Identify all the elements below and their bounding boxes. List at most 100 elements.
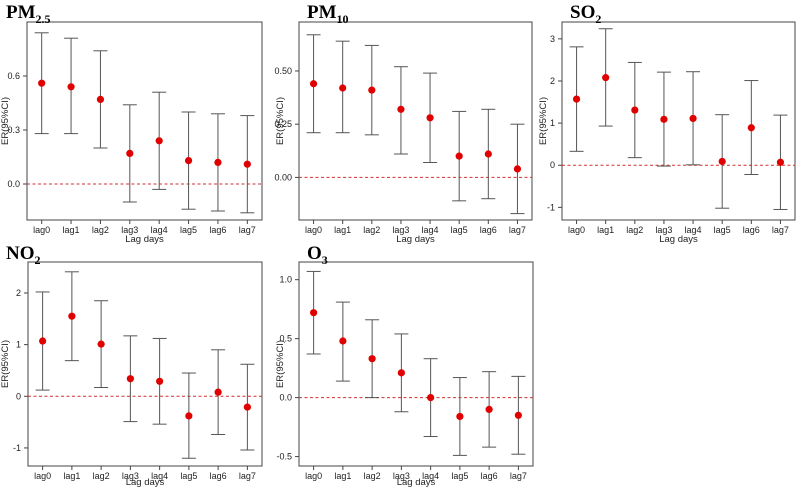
x-axis-label: Lag days [125, 234, 164, 245]
x-tick-label: lag5 [180, 471, 197, 481]
x-tick-label: lag3 [392, 225, 409, 235]
estimate-point-lag7 [243, 160, 251, 168]
estimate-point-lag7 [776, 158, 785, 166]
y-tick-label: 1.0 [279, 275, 292, 285]
x-tick-label: lag0 [568, 225, 585, 235]
x-tick-label: lag7 [772, 225, 789, 235]
x-tick-label: lag2 [93, 471, 110, 481]
x-tick-label: lag7 [509, 225, 526, 235]
estimate-point-lag1 [339, 337, 347, 345]
estimate-point-lag5 [456, 412, 464, 421]
plot-frame [27, 261, 263, 467]
x-tick-label: lag6 [743, 225, 760, 235]
panel-no2: NO2 -1 0 1 2 ER(95%CI) lag0 lag1 lag2 lag3 lag4 lag… [0, 243, 263, 488]
x-tick-label: lag6 [481, 471, 498, 481]
x-axis-label: Lag days [659, 234, 698, 245]
y-tick-label: 2 [16, 288, 21, 298]
estimate-point-lag5 [718, 157, 726, 166]
x-tick-label: lag0 [33, 225, 50, 235]
estimate-point-lag6 [485, 405, 493, 413]
plot-frame [561, 21, 796, 221]
x-tick-label: lag2 [626, 225, 643, 235]
estimate-point-lag3 [126, 149, 134, 157]
estimate-point-lag5 [185, 412, 193, 420]
x-tick-label: lag0 [34, 471, 51, 481]
estimate-point-lag7 [514, 411, 522, 419]
estimate-point-lag7 [243, 403, 251, 411]
estimate-point-lag3 [397, 369, 405, 377]
estimate-point-lag6 [214, 158, 222, 166]
estimate-point-lag6 [214, 388, 222, 396]
x-tick-label: lag6 [209, 225, 226, 235]
estimate-point-lag2 [368, 86, 376, 94]
panel-so2: SO2 -1 0 1 2 3 ER(95%CI) lag0 lag1 lag2 lag3 lag4 la… [538, 2, 796, 245]
panel-title: SO2 [570, 2, 601, 26]
y-tick-label: 0 [16, 391, 21, 401]
estimate-point-lag1 [339, 84, 347, 92]
y-tick-label: 0.50 [274, 66, 292, 76]
x-tick-label: lag5 [451, 225, 468, 235]
x-tick-label: lag2 [363, 225, 380, 235]
x-tick-label: lag5 [180, 225, 197, 235]
plot-frame [26, 21, 263, 221]
estimate-point-lag2 [631, 106, 639, 114]
estimate-point-lag1 [602, 74, 610, 82]
y-tick-label: 1 [16, 340, 21, 350]
y-tick-label: 0.0 [279, 393, 292, 403]
x-tick-label: lag6 [480, 225, 497, 235]
estimate-point-lag3 [397, 105, 405, 113]
estimate-point-lag5 [184, 157, 193, 165]
plot-frame [298, 21, 533, 221]
y-axis-label: ER(95%CI) [275, 340, 286, 388]
x-tick-label: lag4 [151, 471, 168, 481]
x-tick-label: lag5 [451, 471, 468, 481]
y-tick-label: 0.3 [7, 125, 20, 135]
estimate-point-lag5 [455, 152, 463, 160]
x-axis-label: Lag days [396, 234, 435, 245]
x-tick-label: lag0 [305, 225, 322, 235]
estimate-point-lag6 [747, 124, 755, 132]
x-tick-label: lag1 [334, 471, 351, 481]
panel-pm25: PM2.5 0.0 0.3 0.6 ER(95%CI) lag0 lag1 lag2 lag3 l… [0, 2, 263, 245]
y-tick-label: 0.5 [279, 334, 292, 344]
y-tick-label: 3 [550, 34, 555, 44]
x-tick-label: lag7 [239, 471, 256, 481]
x-tick-label: lag6 [210, 471, 227, 481]
estimate-point-lag2 [96, 95, 105, 103]
panel-title: PM2.5 [6, 2, 51, 26]
x-tick-label: lag5 [714, 225, 731, 235]
estimate-point-lag4 [155, 137, 163, 145]
x-tick-label: lag3 [393, 471, 410, 481]
y-axis-label: ER(95%CI) [0, 340, 11, 388]
estimate-point-lag0 [39, 337, 47, 345]
y-tick-label: 0.25 [274, 119, 292, 129]
x-tick-label: lag4 [685, 225, 702, 235]
plot-frame [298, 261, 534, 467]
x-axis-label: Lag days [126, 477, 165, 488]
x-tick-label: lag1 [597, 225, 614, 235]
y-axis-label: ER(95%CI) [0, 97, 11, 145]
estimate-point-lag2 [368, 355, 376, 363]
estimate-point-lag1 [67, 83, 75, 91]
y-tick-label: -1 [13, 443, 21, 453]
x-tick-label: lag3 [655, 225, 672, 235]
panel-pm10: PM10 0.00 0.25 0.50 ER(95%CI) lag0 lag1 lag2 lag… [274, 2, 533, 245]
estimate-point-lag3 [126, 375, 134, 383]
estimate-point-lag0 [309, 80, 318, 88]
y-axis-label: ER(95%CI) [275, 97, 286, 145]
x-tick-label: lag3 [121, 225, 138, 235]
panel-o3: O3 -0.5 0.0 0.5 1.0 ER(95%CI) lag0 lag1 lag2 lag3… [275, 243, 534, 488]
panel-title: NO2 [6, 243, 41, 267]
estimate-point-lag2 [97, 340, 105, 348]
panel-title: O3 [307, 243, 328, 267]
x-tick-label: lag2 [92, 225, 109, 235]
y-tick-label: -0.5 [276, 452, 292, 462]
x-tick-label: lag1 [63, 471, 80, 481]
x-axis-label: Lag days [397, 477, 436, 488]
x-tick-label: lag4 [422, 471, 439, 481]
y-tick-label: 0.00 [274, 172, 292, 182]
x-tick-label: lag2 [364, 471, 381, 481]
x-tick-label: lag7 [239, 225, 256, 235]
estimate-point-lag4 [427, 394, 435, 402]
